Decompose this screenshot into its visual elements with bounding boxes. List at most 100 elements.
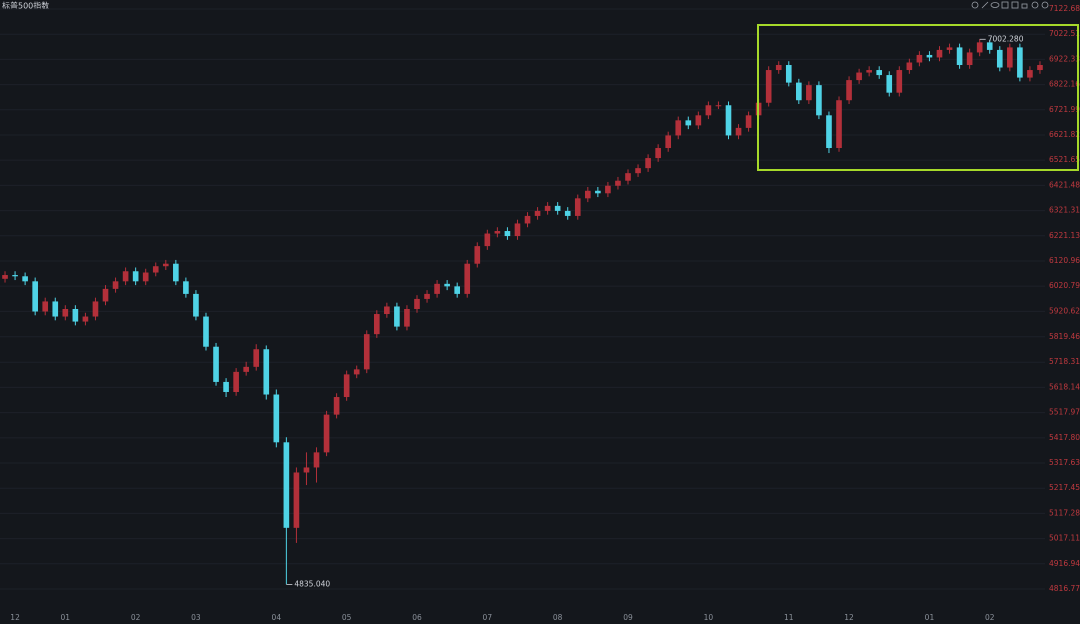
candle-body (735, 127, 742, 136)
candle-body (494, 231, 501, 234)
y-tick-label: 5920.624 (1049, 306, 1080, 315)
chart-title: 标普500指数 (2, 1, 49, 11)
draw-icon[interactable] (981, 1, 989, 9)
candle-body (996, 49, 1003, 68)
candle-body (524, 215, 531, 224)
candle-body (796, 82, 802, 101)
candle-body (946, 47, 953, 50)
candle-body (595, 190, 601, 194)
x-tick-label: 08 (553, 613, 563, 622)
y-tick-label: 5819.468 (1049, 332, 1080, 341)
zoom-in-icon[interactable] (1031, 1, 1039, 9)
x-tick-label: 06 (412, 613, 422, 622)
zoom-out-icon[interactable] (1041, 1, 1049, 9)
candle-body (434, 283, 440, 294)
candle-body (856, 72, 862, 81)
candle-body (454, 286, 461, 294)
candle-body (112, 281, 119, 289)
candle-body (645, 158, 651, 169)
candle-body (102, 288, 109, 302)
view-icon[interactable] (990, 2, 1000, 8)
x-tick-label: 12 (10, 613, 20, 622)
candle-body (313, 452, 320, 468)
candle-body (976, 42, 983, 53)
candle-body (394, 306, 400, 327)
candle-body (605, 185, 611, 194)
candle-body (363, 334, 370, 370)
y-tick-label: 6120.967 (1049, 256, 1080, 265)
candle-body (826, 115, 832, 149)
candle-body (916, 54, 923, 63)
candle-body (22, 276, 28, 282)
x-tick-label: 04 (272, 613, 282, 622)
candle-body (886, 75, 893, 93)
x-tick-label: 01 (925, 613, 935, 622)
candle-body (92, 301, 99, 317)
settings-icon[interactable] (971, 1, 979, 9)
candle-body (695, 115, 702, 126)
copy-icon[interactable] (1001, 1, 1009, 9)
candle-body (625, 173, 631, 181)
y-tick-label: 5618.145 (1049, 382, 1080, 391)
candle-body (424, 293, 430, 299)
candle-body (906, 62, 913, 71)
x-tick-label: 12 (844, 613, 854, 622)
candle-body (544, 205, 551, 211)
candle-body (635, 168, 641, 174)
y-tick-label: 4816.773 (1049, 584, 1080, 593)
candle-body (253, 349, 260, 367)
candle-body (685, 120, 692, 126)
candle-body (223, 381, 229, 392)
candle-body (866, 70, 872, 73)
candle-body (42, 301, 49, 312)
candle-body (32, 281, 38, 312)
high-label: 7002.280 (988, 34, 1024, 43)
x-tick-label: 05 (342, 613, 352, 622)
candle-body (514, 223, 521, 237)
candle-body (1007, 47, 1013, 68)
candle-body (956, 47, 963, 66)
candle-body (444, 283, 450, 287)
low-label: 4835.040 (294, 579, 330, 588)
x-tick-label: 09 (623, 613, 633, 622)
candle-body (173, 263, 179, 282)
toolbar[interactable] (971, 1, 1049, 9)
y-tick-label: 5117.288 (1049, 508, 1080, 517)
save-icon[interactable] (1011, 1, 1019, 9)
y-tick-label: 6421.482 (1049, 180, 1080, 189)
x-tick-label: 01 (61, 613, 71, 622)
y-tick-label: 6521.653 (1049, 155, 1080, 164)
candle-body (936, 49, 943, 58)
candle-body (715, 105, 722, 107)
lock-icon[interactable] (1021, 3, 1028, 9)
y-tick-label: 5517.974 (1049, 408, 1080, 417)
candle-body (193, 293, 199, 317)
y-tick-label: 6221.139 (1049, 231, 1080, 240)
candle-body (62, 308, 69, 317)
candle-body (72, 308, 79, 322)
candle-body (725, 105, 732, 136)
candle-body (816, 85, 822, 116)
candle-body (323, 414, 330, 453)
y-tick-label: 6922.339 (1049, 54, 1080, 63)
candle-body (373, 314, 380, 335)
candle-body (152, 266, 159, 273)
candle-body (655, 148, 661, 159)
candle-body (765, 70, 772, 103)
candle-body (484, 233, 491, 247)
candle-body (122, 271, 129, 282)
candle-body (564, 210, 571, 216)
candle-body (1037, 65, 1043, 71)
candle-body (414, 298, 420, 309)
candle-body (785, 65, 792, 83)
candle-body (303, 467, 310, 473)
candle-body (615, 180, 621, 186)
candle-body (213, 346, 219, 382)
candle-body (404, 308, 410, 327)
y-tick-label: 6020.796 (1049, 281, 1080, 290)
candle-body (283, 442, 290, 528)
candle-body (273, 394, 280, 443)
y-tick-label: 6822.168 (1049, 80, 1080, 89)
